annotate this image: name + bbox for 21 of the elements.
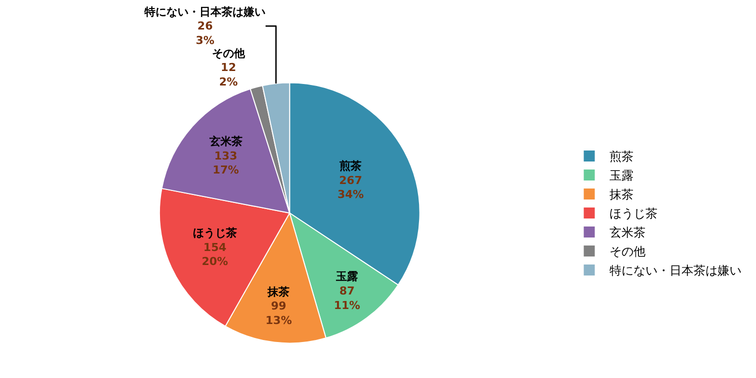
slice-label: 特にない・日本茶は嫌い bbox=[144, 5, 266, 18]
data-label: 154 20% bbox=[202, 240, 228, 268]
slice-label: 抹茶 bbox=[266, 285, 290, 298]
data-label: 26 3% bbox=[196, 20, 214, 47]
legend-label: 玉露 bbox=[609, 168, 634, 183]
legend-label: ほうじ茶 bbox=[609, 206, 658, 221]
slice-label: その他 bbox=[212, 46, 246, 60]
legend-label: その他 bbox=[609, 244, 646, 259]
slice-label: 玄米茶 bbox=[208, 134, 242, 148]
data-label: 12 2% bbox=[219, 61, 238, 88]
data-label: 87 11% bbox=[334, 284, 360, 312]
data-label: 133 17% bbox=[212, 149, 239, 177]
data-label: 99 13% bbox=[266, 300, 292, 327]
slice-label: 煎茶 bbox=[338, 159, 362, 172]
slice-label: ほうじ茶 bbox=[192, 226, 237, 240]
legend-label: 抹茶 bbox=[609, 188, 634, 202]
legend-label: 煎茶 bbox=[609, 150, 634, 164]
legend-label: 特にない・日本茶は嫌い bbox=[609, 264, 742, 278]
legend-label: 玄米茶 bbox=[609, 226, 646, 240]
slice-label: 玉露 bbox=[335, 270, 358, 284]
data-label: 267 34% bbox=[337, 174, 364, 202]
